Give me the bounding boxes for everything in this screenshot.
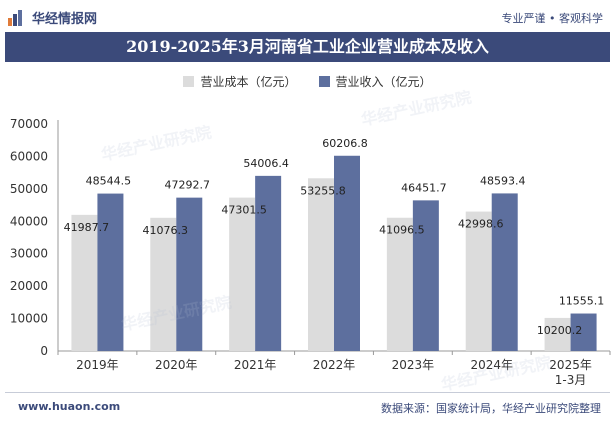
- bar-cost: [308, 178, 334, 351]
- x-category-label: 2025年: [549, 358, 592, 372]
- x-category-label: 2023年: [392, 358, 435, 372]
- bar-revenue: [570, 313, 597, 351]
- footer-website-link[interactable]: www.huaon.com: [18, 400, 121, 413]
- bar-revenue: [412, 200, 439, 351]
- slogan: 专业严谨 • 客观科学: [501, 12, 603, 25]
- footer-source: 数据来源：国家统计局，华经产业研究院整理: [381, 402, 601, 415]
- data-label-cost: 10200.2: [537, 324, 583, 337]
- x-category-label: 2022年: [313, 358, 356, 372]
- footer-divider: [5, 392, 610, 393]
- x-category-label: 2020年: [155, 358, 198, 372]
- chart-title: 2019-2025年3月河南省工业企业营业成本及收入: [5, 32, 610, 62]
- bar-cost: [71, 214, 98, 351]
- y-tick-label: 50000: [10, 182, 48, 196]
- brand-logo-icon: [8, 9, 22, 26]
- data-label-revenue: 48544.5: [86, 175, 132, 188]
- bar-cost: [465, 211, 492, 351]
- x-category-label: 2024年: [470, 358, 513, 372]
- legend-item-cost: 营业成本（亿元）: [183, 73, 297, 90]
- bar-cost: [150, 217, 177, 351]
- y-tick-label: 40000: [10, 214, 48, 228]
- x-category-label: 1-3月: [555, 373, 587, 387]
- legend-item-revenue: 营业收入（亿元）: [318, 73, 432, 90]
- y-tick-label: 0: [40, 344, 48, 358]
- bar-cost: [386, 217, 413, 351]
- y-tick-label: 10000: [10, 312, 48, 326]
- data-label-cost: 53255.8: [300, 184, 346, 197]
- data-label-cost: 47301.5: [221, 204, 267, 217]
- data-label-cost: 41987.7: [64, 221, 110, 234]
- data-label-cost: 42998.6: [458, 218, 504, 231]
- y-tick-label: 60000: [10, 149, 48, 163]
- legend: 营业成本（亿元） 营业收入（亿元）: [0, 73, 615, 90]
- data-label-revenue: 46451.7: [401, 181, 447, 194]
- legend-label-cost: 营业成本（亿元）: [200, 75, 297, 89]
- bar-revenue: [491, 193, 518, 351]
- y-tick-label: 20000: [10, 279, 48, 293]
- bar-revenue: [97, 193, 124, 351]
- x-category-label: 2019年: [76, 358, 119, 372]
- data-label-revenue: 60206.8: [322, 137, 368, 150]
- y-tick-label: 30000: [10, 247, 48, 261]
- legend-swatch-cost: [183, 76, 195, 87]
- legend-label-revenue: 营业收入（亿元）: [335, 75, 432, 89]
- data-label-revenue: 47292.7: [165, 179, 211, 192]
- top-bar: 华经情报网 专业严谨 • 客观科学: [0, 0, 615, 32]
- bar-cost: [544, 317, 571, 351]
- data-label-revenue: 54006.4: [243, 157, 289, 170]
- bar-revenue: [334, 155, 360, 351]
- data-label-cost: 41076.3: [143, 224, 189, 237]
- x-category-label: 2021年: [234, 358, 277, 372]
- data-label-revenue: 11555.1: [559, 295, 605, 308]
- brand[interactable]: 华经情报网: [8, 8, 97, 27]
- legend-swatch-revenue: [318, 76, 330, 87]
- y-tick-label: 70000: [10, 117, 48, 131]
- bar-revenue: [255, 175, 282, 351]
- data-label-revenue: 48593.4: [480, 174, 526, 187]
- brand-name: 华经情报网: [32, 12, 98, 27]
- bar-revenue: [176, 197, 203, 351]
- bar-cost: [229, 197, 256, 351]
- data-label-cost: 41096.5: [379, 224, 425, 237]
